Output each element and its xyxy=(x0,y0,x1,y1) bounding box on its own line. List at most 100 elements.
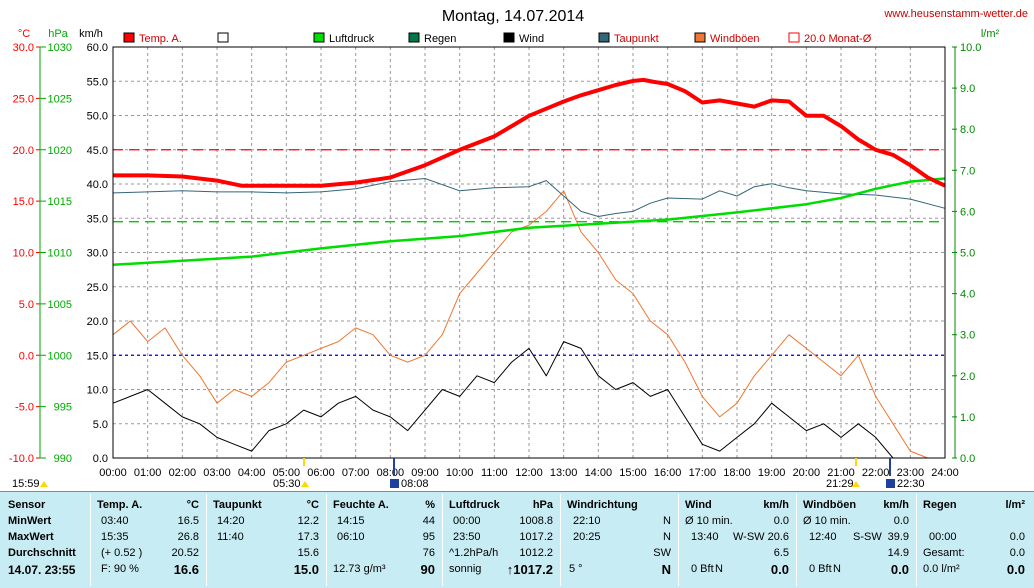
x-tick-label: 24:00 xyxy=(931,467,959,479)
chart-series xyxy=(112,77,946,459)
temp-unit: °C xyxy=(186,499,199,511)
wind-tick-label: 50.0 xyxy=(87,111,108,123)
feuchte-max-value: 95 xyxy=(422,531,435,543)
regen-max-time: 00:00 xyxy=(929,531,957,543)
x-tick-label: 08:00 xyxy=(377,467,405,479)
rain-tick-label: 2.0 xyxy=(960,371,975,383)
x-tick-label: 12:00 xyxy=(515,467,543,479)
windrichtung-max-time: 20:25 xyxy=(573,531,601,543)
moon-icon xyxy=(886,479,895,488)
col-temp: Temp. A. °C 03:40 16.5 15:35 26.8 (+ 0.5… xyxy=(90,494,205,586)
windboeen-bft: 0 Bft xyxy=(809,563,832,575)
temp-max-time: 15:35 xyxy=(101,531,129,543)
legend-label: Luftdruck xyxy=(329,33,375,45)
windboeen-max-direction: S-SW xyxy=(853,531,882,543)
x-tick-label: 00:00 xyxy=(99,467,127,479)
luftdruck-weather: sonnig xyxy=(449,563,482,575)
regen-title: Regen xyxy=(923,499,957,511)
temp-tick-label: -5.0 xyxy=(15,402,34,414)
wind-tick-label: 40.0 xyxy=(87,179,108,191)
x-tick-label: 21:00 xyxy=(827,467,855,479)
time-markers: 15:59 05:30 08:08 21:29 22:30 xyxy=(12,458,925,490)
windboeen-current-value: 0.0 xyxy=(890,562,909,577)
wind-tick-label: 60.0 xyxy=(87,42,108,54)
moon-icon xyxy=(390,479,399,488)
temp-min-time: 03:40 xyxy=(101,515,129,527)
legend-label: Taupunkt xyxy=(614,33,659,45)
marker2-label: 22:30 xyxy=(897,478,925,490)
wind-tick-label: 10.0 xyxy=(87,385,108,397)
x-tick-label: 05:00 xyxy=(273,467,301,479)
unit-rain: l/m² xyxy=(981,28,1000,40)
pressure-tick-label: 995 xyxy=(54,402,72,414)
sun-icon xyxy=(40,481,48,487)
rain-tick-label: 8.0 xyxy=(960,124,975,136)
pressure-tick-label: 990 xyxy=(54,453,72,465)
wind-direction: N xyxy=(715,563,723,575)
x-tick-label: 14:00 xyxy=(585,467,613,479)
wind-avg-value: 6.5 xyxy=(773,547,789,559)
x-tick-label: 18:00 xyxy=(723,467,751,479)
regen-total-value: 0.0 xyxy=(1009,547,1025,559)
feuchte-unit: % xyxy=(425,499,435,511)
unit-celsius: °C xyxy=(18,28,30,40)
marker1-label: 08:08 xyxy=(401,478,429,490)
row-maxwert: MaxWert xyxy=(8,531,54,543)
windrichtung-degrees: 5 ° xyxy=(569,563,583,575)
x-tick-label: 07:00 xyxy=(342,467,370,479)
temp-tick-label: 5.0 xyxy=(19,299,34,311)
series-temp-a- xyxy=(113,77,946,188)
windboeen-unit: km/h xyxy=(883,499,909,511)
temp-tick-label: 10.0 xyxy=(13,248,34,260)
windrichtung-current-value: N xyxy=(661,562,671,577)
pressure-tick-label: 1030 xyxy=(48,42,72,54)
legend-swatch xyxy=(217,32,229,43)
weather-chart: Montag, 14.07.2014 www.heusenstamm-wette… xyxy=(8,8,1028,490)
chart-title: Montag, 14.07.2014 xyxy=(442,8,584,25)
legend-swatch xyxy=(694,32,706,43)
temp-max-value: 26.8 xyxy=(177,531,199,543)
pressure-tick-label: 1015 xyxy=(48,196,72,208)
wind-tick-label: 35.0 xyxy=(87,213,108,225)
feuchte-abs: 12.73 g/m³ xyxy=(333,563,386,575)
windboeen-avg10-value: 0.0 xyxy=(893,515,909,527)
rain-tick-label: 0.0 xyxy=(960,453,975,465)
x-tick-label: 10:00 xyxy=(446,467,474,479)
regen-current-value: 0.0 xyxy=(1006,562,1025,577)
wind-tick-label: 15.0 xyxy=(87,350,108,362)
taupunkt-current-value: 15.0 xyxy=(293,562,319,577)
col-windrichtung: Windrichtung 22:10 N 20:25 N SW 5 ° N xyxy=(560,494,677,586)
wind-unit: km/h xyxy=(763,499,789,511)
row-durchschnitt: Durchschnitt xyxy=(8,547,76,559)
unit-kmh: km/h xyxy=(79,28,103,40)
col-regen: Regen l/m² 00:00 0.0 Gesamt: 0.0 0.0 l/m… xyxy=(916,494,1031,586)
windboeen-avg-label: Ø 10 min. xyxy=(803,515,851,527)
windboeen-direction: N xyxy=(833,563,841,575)
wind-tick-label: 5.0 xyxy=(93,419,108,431)
legend-swatch xyxy=(313,32,325,43)
regen-max-value: 0.0 xyxy=(1009,531,1025,543)
sunrise-icon xyxy=(301,481,309,487)
regen-current-label: 0.0 l/m² xyxy=(923,563,960,575)
x-tick-label: 09:00 xyxy=(411,467,439,479)
series-windb-en xyxy=(112,190,945,459)
pressure-tick-label: 1000 xyxy=(48,350,72,362)
temp-tick-label: 15.0 xyxy=(13,196,34,208)
feuchte-max-time: 06:10 xyxy=(337,531,365,543)
feuchte-min-time: 14:15 xyxy=(337,515,365,527)
rain-tick-label: 9.0 xyxy=(960,83,975,95)
site-link[interactable]: www.heusenstamm-wetter.de xyxy=(883,8,1028,20)
col-luftdruck: Luftdruck hPa 00:00 1008.8 23:50 1017.2 … xyxy=(442,494,559,586)
windboeen-max-value: 39.9 xyxy=(887,531,909,543)
rain-tick-label: 7.0 xyxy=(960,165,975,177)
x-tick-label: 06:00 xyxy=(307,467,335,479)
legend-swatch xyxy=(123,32,135,43)
wind-tick-label: 30.0 xyxy=(87,248,108,260)
x-tick-label: 02:00 xyxy=(169,467,197,479)
taupunkt-min-value: 12.2 xyxy=(297,515,319,527)
feuchte-min-value: 44 xyxy=(422,515,435,527)
pressure-tick-label: 1005 xyxy=(48,299,72,311)
left-time-label: 15:59 xyxy=(12,478,40,490)
regen-total-label: Gesamt: xyxy=(923,547,965,559)
chart-legend: Temp. A. Luftdruck Regen Wind Taupunkt Windbö… xyxy=(123,32,872,45)
